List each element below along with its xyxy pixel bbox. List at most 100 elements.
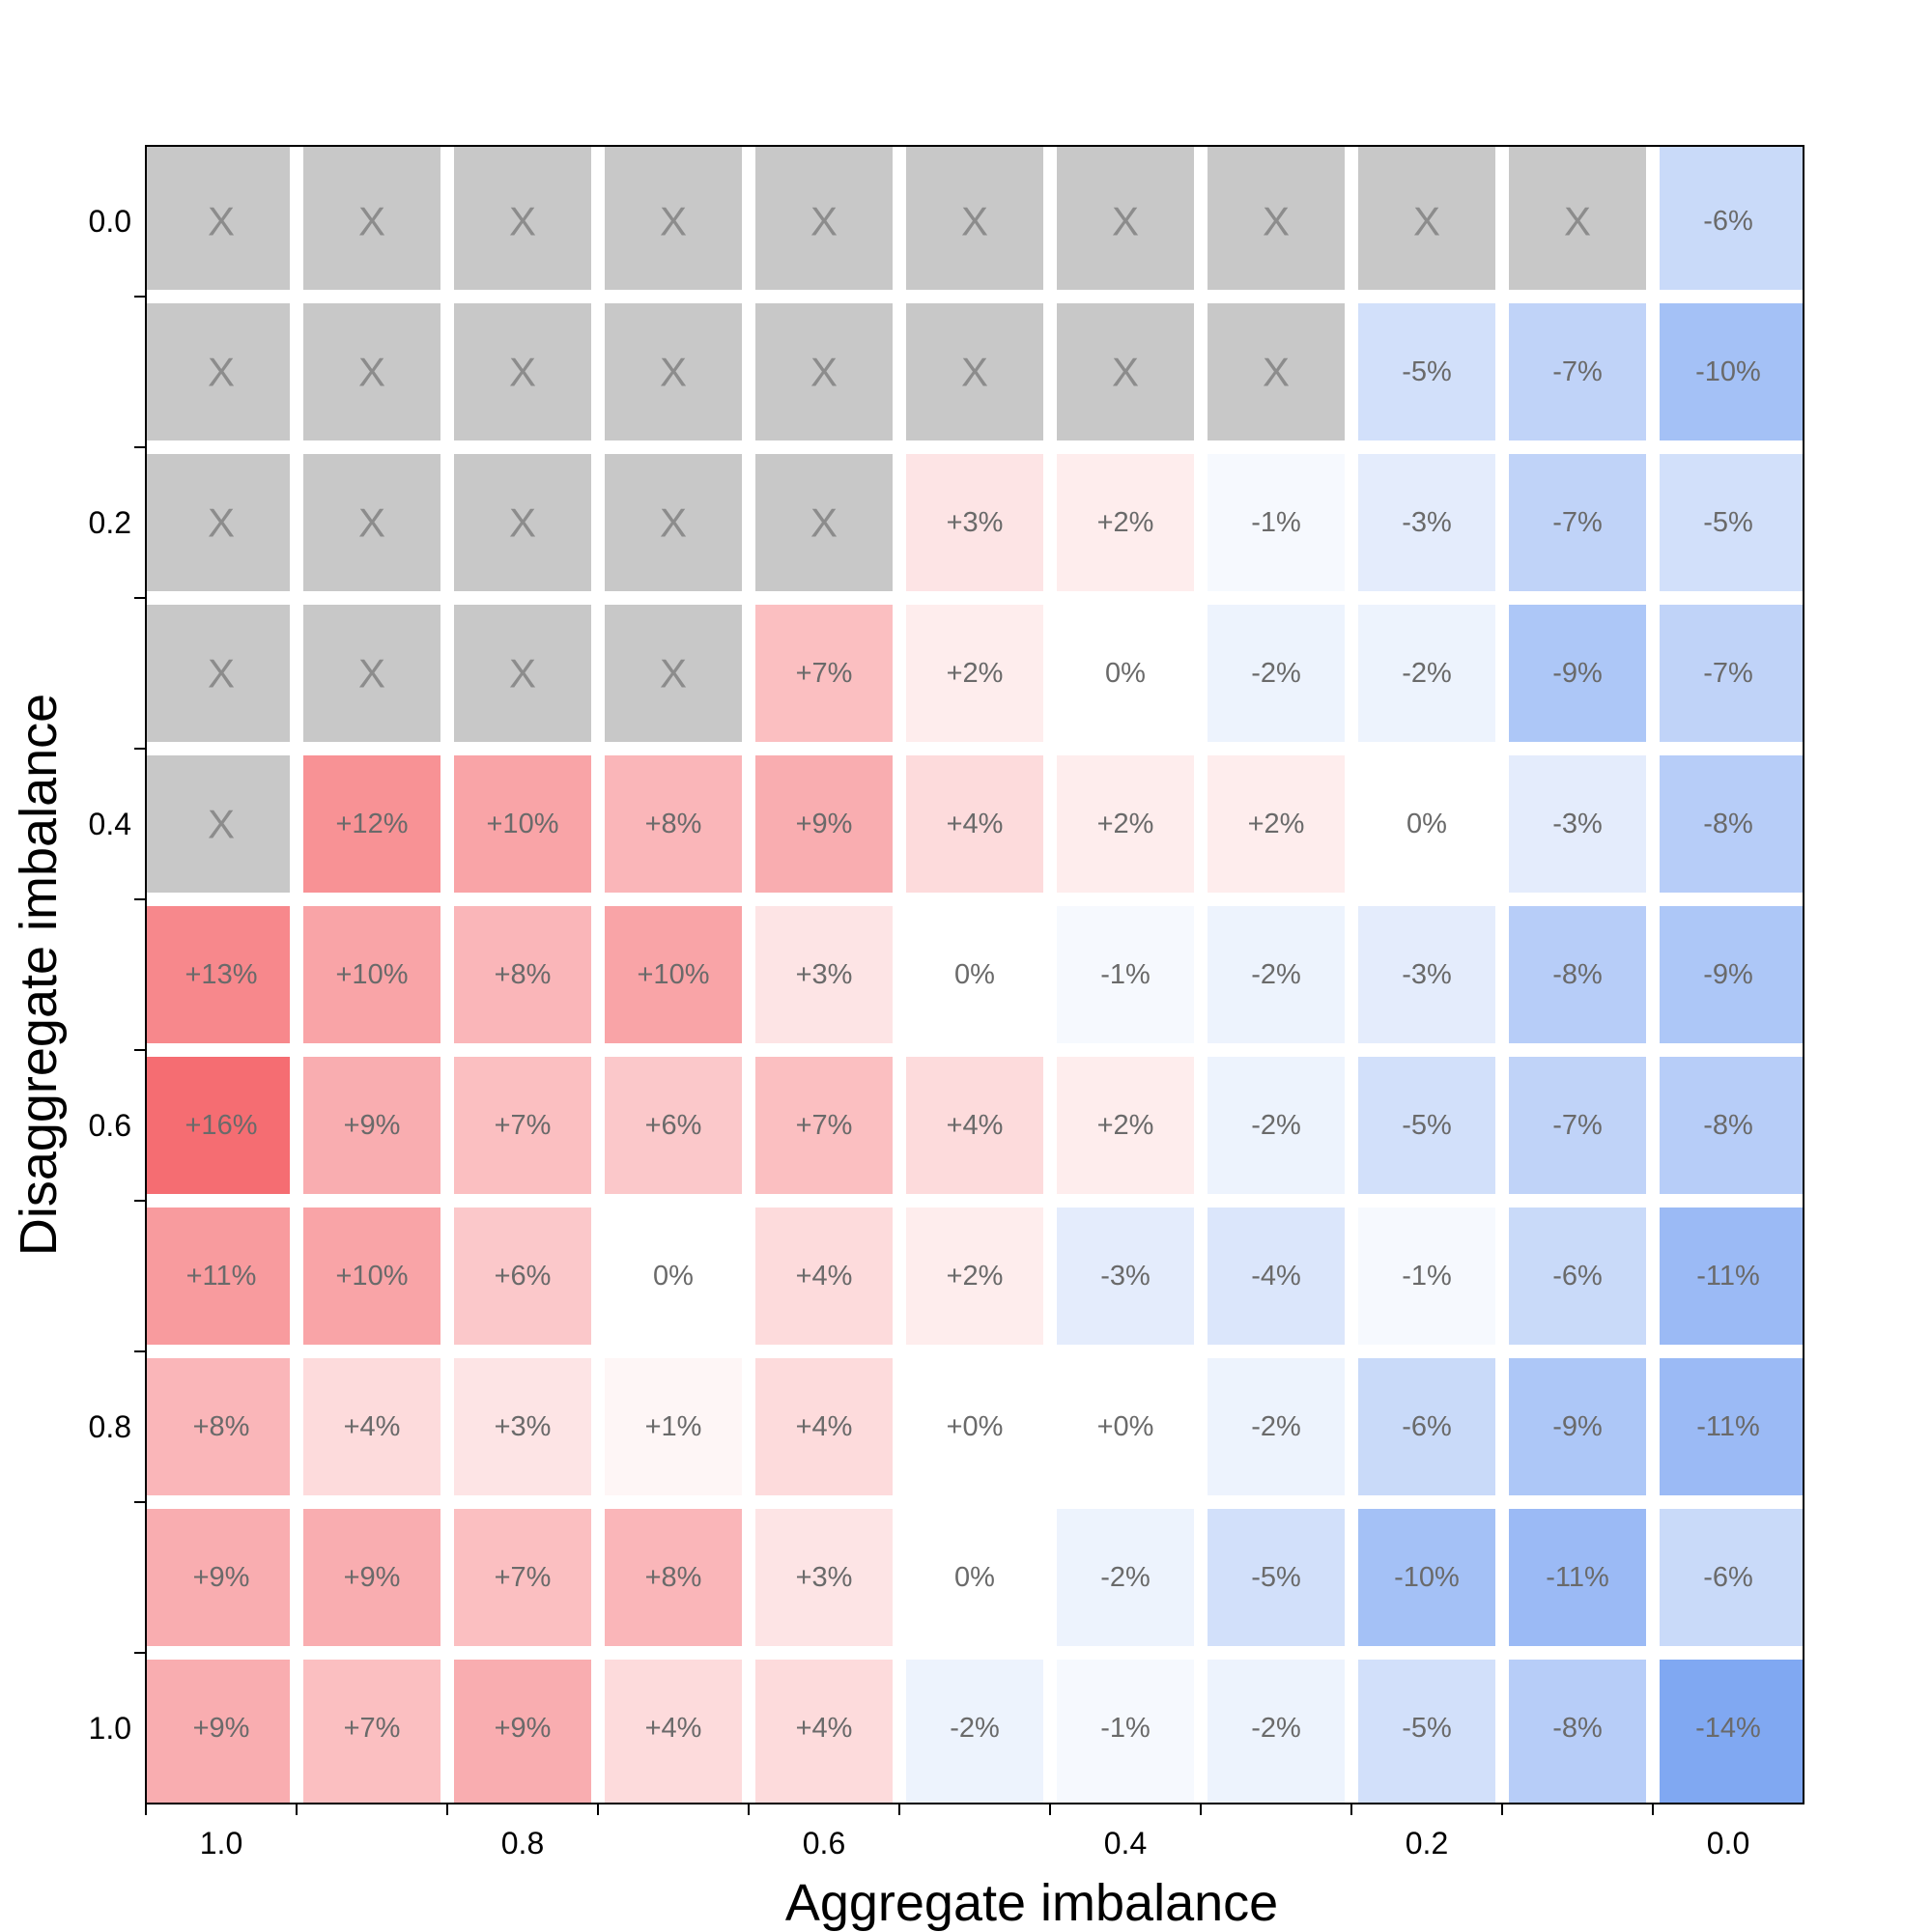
heatmap-cell <box>454 1358 591 1495</box>
heatmap-cell <box>1358 1660 1495 1804</box>
heatmap-cell <box>146 1208 290 1345</box>
heatmap-cell <box>1057 454 1194 591</box>
heatmap-cell-missing <box>303 303 440 440</box>
heatmap-cell <box>1509 605 1646 742</box>
heatmap-cell-missing <box>605 146 742 290</box>
heatmap-cell-missing <box>1057 303 1194 440</box>
heatmap-cell <box>146 1057 290 1194</box>
heatmap-cell <box>303 1509 440 1646</box>
cell-value-label: -1% <box>1402 1261 1452 1292</box>
cell-value-label: +0% <box>1097 1411 1154 1442</box>
heatmap-cell <box>146 906 290 1043</box>
heatmap-cell-missing <box>605 303 742 440</box>
heatmap-cell <box>1509 1660 1646 1804</box>
missing-marker: X <box>1112 199 1139 244</box>
cell-value-label: -14% <box>1695 1713 1761 1744</box>
missing-marker: X <box>1564 199 1591 244</box>
cell-value-label: +7% <box>796 1110 853 1141</box>
cell-value-label: -11% <box>1696 1261 1760 1292</box>
heatmap-cell <box>1660 1057 1804 1194</box>
cell-value-label: +3% <box>796 1562 853 1593</box>
cell-value-label: +11% <box>186 1261 257 1292</box>
heatmap-cell <box>605 755 742 893</box>
cell-value-label: -11% <box>1546 1562 1609 1593</box>
cell-value-label: +9% <box>495 1713 552 1744</box>
heatmap-cell <box>1509 906 1646 1043</box>
missing-marker: X <box>660 350 687 395</box>
heatmap-cell <box>1208 1660 1345 1804</box>
missing-marker: X <box>208 500 235 546</box>
cell-value-label: +2% <box>947 658 1004 689</box>
heatmap-cell <box>454 1509 591 1646</box>
cell-value-label: -5% <box>1402 1713 1452 1744</box>
y-axis: 0.0 0.2 0.4 0.6 0.8 1.0 <box>89 204 146 1746</box>
cell-value-label: +16% <box>185 1110 258 1141</box>
missing-marker: X <box>509 199 536 244</box>
cell-value-label: -2% <box>1251 658 1301 689</box>
x-tick-label: 0.2 <box>1406 1826 1448 1861</box>
cell-value-label: -6% <box>1552 1261 1603 1292</box>
cell-value-label: -6% <box>1703 206 1753 237</box>
heatmap-cell <box>1660 1509 1804 1646</box>
heatmap-cell <box>755 1509 893 1646</box>
heatmap-cell-missing <box>755 146 893 290</box>
cell-value-label: +4% <box>947 1110 1004 1141</box>
heatmap-cell <box>303 906 440 1043</box>
heatmap-cell-missing <box>454 303 591 440</box>
heatmap-cell-missing <box>755 303 893 440</box>
heatmap-cell-missing <box>755 454 893 591</box>
heatmap-cell <box>906 605 1043 742</box>
missing-marker: X <box>1413 199 1440 244</box>
heatmap-cell-missing <box>1509 146 1646 290</box>
heatmap-cell <box>1509 454 1646 591</box>
cell-value-label: -6% <box>1703 1562 1753 1593</box>
heatmap-cell <box>1660 303 1804 440</box>
heatmap-cell <box>146 1660 290 1804</box>
cell-value-label: -2% <box>1251 1411 1301 1442</box>
cell-value-label: +4% <box>344 1411 401 1442</box>
heatmap-cell <box>1057 1057 1194 1194</box>
heatmap-cell <box>1358 303 1495 440</box>
cell-value-label: +2% <box>1097 1110 1154 1141</box>
heatmap-cell <box>1057 1660 1194 1804</box>
x-axis-label: Aggregate imbalance <box>785 1874 1278 1932</box>
heatmap-cell <box>755 1358 893 1495</box>
cell-value-label: +0% <box>947 1411 1004 1442</box>
cell-value-label: +4% <box>645 1713 702 1744</box>
cell-value-label: -5% <box>1402 356 1452 387</box>
heatmap-cell <box>454 1057 591 1194</box>
cell-value-label: -2% <box>950 1713 1000 1744</box>
heatmap-cell <box>1509 1509 1646 1646</box>
heatmap-cell <box>146 1358 290 1495</box>
heatmap-cell <box>1358 605 1495 742</box>
cell-value-label: +7% <box>344 1713 401 1744</box>
cell-value-label: +12% <box>336 809 409 839</box>
heatmap-cell <box>1509 303 1646 440</box>
missing-marker: X <box>810 350 838 395</box>
heatmap-cell <box>1358 755 1495 893</box>
heatmap-cell <box>906 1208 1043 1345</box>
heatmap-cell-missing <box>146 605 290 742</box>
missing-marker: X <box>810 500 838 546</box>
heatmap-cell <box>454 1660 591 1804</box>
cell-value-label: +7% <box>495 1110 552 1141</box>
cell-value-label: 0% <box>954 959 995 990</box>
heatmap-cell <box>303 1660 440 1804</box>
x-tick-label: 0.4 <box>1104 1826 1147 1861</box>
cell-value-label: +2% <box>1097 507 1154 538</box>
cell-value-label: -2% <box>1251 959 1301 990</box>
heatmap-cell <box>605 1358 742 1495</box>
heatmap-cell <box>1057 605 1194 742</box>
missing-marker: X <box>660 500 687 546</box>
cell-value-label: +9% <box>193 1562 250 1593</box>
missing-marker: X <box>509 651 536 696</box>
cell-value-label: +8% <box>645 809 702 839</box>
missing-marker: X <box>358 651 385 696</box>
heatmap-cell-missing <box>605 605 742 742</box>
heatmap-cell-missing <box>146 303 290 440</box>
heatmap-cell <box>605 1208 742 1345</box>
missing-marker: X <box>208 802 235 847</box>
heatmap-cell <box>605 1660 742 1804</box>
cell-value-label: -2% <box>1251 1110 1301 1141</box>
cell-value-label: +6% <box>645 1110 702 1141</box>
